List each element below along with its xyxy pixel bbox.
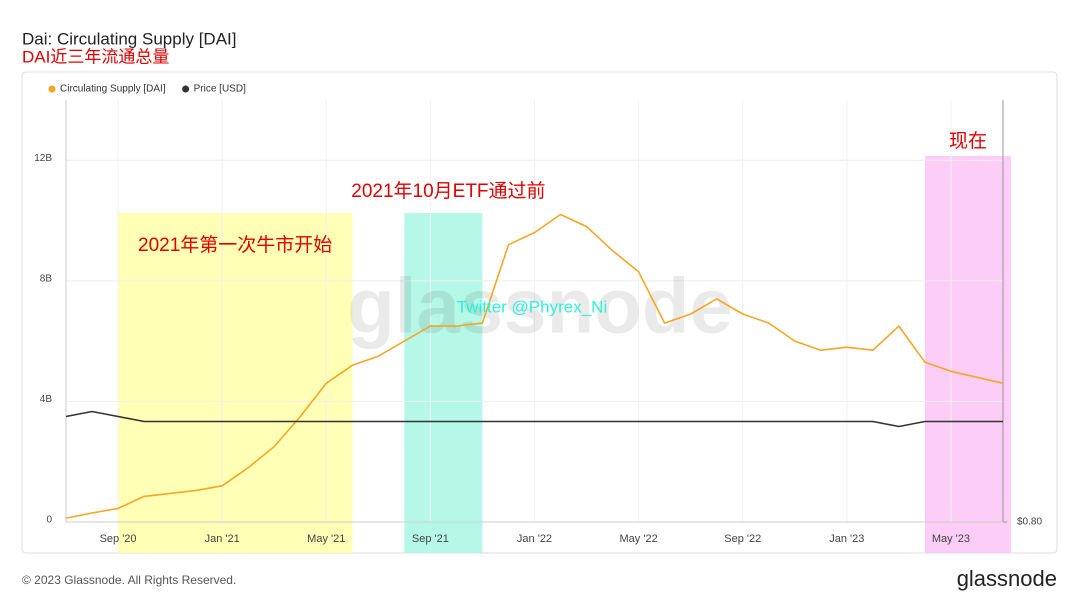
x-tick-label: May '23 — [932, 533, 970, 545]
highlight-band — [118, 213, 353, 553]
x-tick-label: May '22 — [620, 533, 658, 545]
y2-tick-label: $0.80 — [1017, 517, 1042, 528]
legend-label: Price [USD] — [194, 84, 246, 95]
copyright: © 2023 Glassnode. All Rights Reserved. — [22, 573, 236, 587]
x-tick-label: May '21 — [307, 533, 345, 545]
logo: glassnode — [957, 566, 1057, 591]
x-tick-label: Jan '22 — [517, 533, 552, 545]
chart-frame — [21, 71, 1058, 554]
series-line — [65, 213, 1004, 519]
x-tick-label: Sep '21 — [412, 533, 449, 545]
y-tick-label: 8B — [40, 273, 53, 284]
legend-marker — [182, 85, 190, 93]
x-tick-label: Jan '23 — [829, 533, 864, 545]
annotation-label: 2021年10月ETF通过前 — [351, 180, 545, 202]
legend-marker — [48, 85, 56, 93]
chart-subtitle: DAI近三年流通总量 — [22, 47, 169, 66]
x-tick-label: Sep '22 — [724, 533, 761, 545]
y-tick-label: 0 — [46, 515, 52, 526]
legend-label: Circulating Supply [DAI] — [60, 84, 166, 95]
series-line — [65, 410, 1003, 428]
y-tick-label: 4B — [40, 394, 53, 405]
y-tick-label: 12B — [34, 153, 52, 164]
x-tick-label: Jan '21 — [205, 533, 240, 545]
annotation-label: 2021年第一次牛市开始 — [138, 234, 332, 256]
x-tick-label: Sep '20 — [100, 533, 137, 545]
chart-title: Dai: Circulating Supply [DAI] — [22, 29, 236, 48]
credit: Twitter @Phyrex_Ni — [457, 297, 607, 316]
annotation-label: 现在 — [949, 130, 987, 152]
highlight-band — [404, 213, 483, 553]
watermark: glassnode — [347, 262, 733, 350]
highlight-band — [924, 156, 1011, 553]
